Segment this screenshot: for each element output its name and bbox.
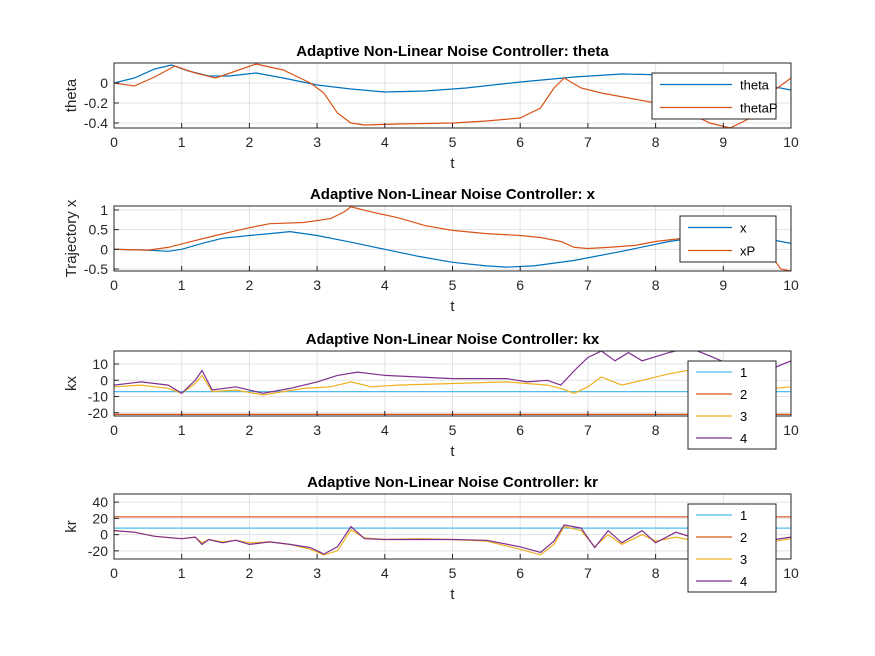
x-tick-label: 10 [783, 422, 799, 438]
series-line-x [114, 230, 791, 268]
y-tick-label: 1 [100, 202, 108, 218]
x-tick-label: 7 [584, 422, 592, 438]
x-tick-label: 4 [381, 422, 389, 438]
legend-box [687, 360, 777, 450]
x-tick-label: 7 [584, 134, 592, 150]
y-tick-label: 0.5 [89, 222, 109, 238]
x-tick-label: 8 [652, 277, 660, 293]
y-tick-label: 20 [92, 510, 108, 526]
y-tick-label: -0.4 [84, 115, 108, 131]
x-tick-label: 6 [516, 277, 524, 293]
x-tick-label: 1 [178, 565, 186, 581]
legend-label: theta [740, 78, 770, 93]
x-tick-label: 0 [110, 422, 118, 438]
legend-box [651, 72, 777, 120]
legend-label: 1 [740, 365, 747, 380]
y-axis-label: theta [63, 78, 80, 112]
x-axis-label: t [450, 298, 455, 315]
legend-label: 4 [740, 574, 747, 589]
y-axis-label: kx [63, 376, 80, 392]
x-tick-label: 4 [381, 134, 389, 150]
y-tick-label: 0 [100, 241, 108, 257]
x-tick-label: 4 [381, 565, 389, 581]
subplot-1: 0 1 2 3 4 5 6 7 8 9 10 0 -0.2 -0.4 Adaptive Non-Linear… [63, 43, 799, 172]
chart-title: Adaptive Non-Linear Noise Controller: th… [296, 43, 609, 60]
legend-label: x [740, 221, 747, 236]
legend-label: 2 [740, 530, 747, 545]
x-tick-label: 10 [783, 565, 799, 581]
x-tick-label: 9 [719, 277, 727, 293]
x-tick-label: 4 [381, 277, 389, 293]
legend: theta thetaP [651, 72, 778, 120]
x-tick-label: 8 [652, 565, 660, 581]
x-tick-label: 7 [584, 565, 592, 581]
legend-label: thetaP [740, 101, 778, 116]
x-tick-label: 3 [313, 277, 321, 293]
legend-label: 4 [740, 431, 747, 446]
y-tick-label: -20 [88, 543, 108, 559]
x-tick-label: 9 [719, 134, 727, 150]
y-tick-label: 10 [92, 356, 108, 372]
series-line-4 [114, 351, 791, 395]
y-tick-label: -0.5 [84, 261, 108, 277]
x-tick-label: 6 [516, 565, 524, 581]
x-axis-label: t [450, 155, 455, 172]
x-tick-label: 0 [110, 565, 118, 581]
y-tick-label: 0 [100, 75, 108, 91]
x-tick-label: 2 [246, 422, 254, 438]
x-tick-label: 3 [313, 134, 321, 150]
legend-label: 1 [740, 508, 747, 523]
legend-label: 2 [740, 387, 747, 402]
x-tick-label: 10 [783, 277, 799, 293]
x-tick-label: 1 [178, 134, 186, 150]
x-tick-label: 2 [246, 565, 254, 581]
y-tick-label: -0.2 [84, 95, 108, 111]
legend-label: 3 [740, 552, 747, 567]
legend-label: 3 [740, 409, 747, 424]
x-tick-label: 0 [110, 134, 118, 150]
chart-title: Adaptive Non-Linear Noise Controller: kx [306, 331, 600, 348]
x-axis-label: t [450, 443, 455, 460]
x-tick-label: 5 [449, 422, 457, 438]
legend-label: xP [740, 244, 755, 259]
x-tick-label: 1 [178, 277, 186, 293]
x-tick-label: 2 [246, 134, 254, 150]
y-axis-label: Trajectory x [63, 199, 80, 277]
legend: x xP [679, 215, 777, 263]
x-tick-label: 6 [516, 134, 524, 150]
legend: 1 2 3 4 [687, 503, 777, 593]
y-tick-label: -10 [88, 389, 108, 405]
x-tick-label: 5 [449, 565, 457, 581]
x-tick-label: 6 [516, 422, 524, 438]
legend-box [687, 503, 777, 593]
series-line-4 [114, 524, 791, 555]
legend: 1 2 3 4 [687, 360, 777, 450]
y-tick-label: 40 [92, 494, 108, 510]
x-axis-label: t [450, 586, 455, 603]
x-tick-label: 10 [783, 134, 799, 150]
x-tick-label: 8 [652, 422, 660, 438]
y-tick-label: 0 [100, 527, 108, 543]
x-tick-label: 2 [246, 277, 254, 293]
x-tick-label: 3 [313, 565, 321, 581]
y-tick-label: -20 [88, 405, 108, 421]
x-tick-label: 7 [584, 277, 592, 293]
y-axis-label: kr [63, 520, 80, 533]
chart-title: Adaptive Non-Linear Noise Controller: x [310, 186, 596, 203]
y-tick-label: 0 [100, 372, 108, 388]
series-line-3 [114, 368, 791, 396]
x-tick-label: 5 [449, 134, 457, 150]
x-tick-label: 3 [313, 422, 321, 438]
x-tick-label: 1 [178, 422, 186, 438]
chart-title: Adaptive Non-Linear Noise Controller: kr [307, 474, 598, 491]
x-tick-label: 8 [652, 134, 660, 150]
x-tick-label: 5 [449, 277, 457, 293]
x-tick-label: 0 [110, 277, 118, 293]
legend-box [679, 215, 777, 263]
